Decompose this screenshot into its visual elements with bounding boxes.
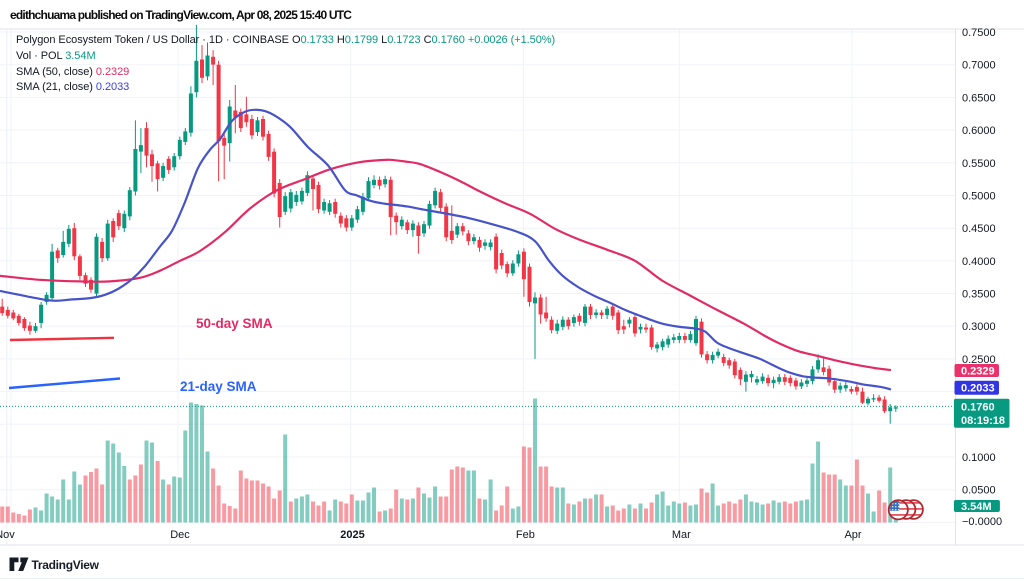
svg-text:21-day SMA: 21-day SMA	[180, 379, 257, 394]
svg-text:0.5500: 0.5500	[962, 158, 996, 170]
svg-text:Apr: Apr	[844, 529, 861, 541]
svg-text:Feb: Feb	[516, 529, 535, 541]
svg-text:0.5000: 0.5000	[962, 191, 996, 203]
svg-text:Dec: Dec	[170, 529, 190, 541]
svg-text:−0.0000: −0.0000	[962, 516, 1002, 528]
svg-text:SMA (50, close) 0.2329: SMA (50, close) 0.2329	[16, 66, 129, 78]
svg-text:2025: 2025	[340, 529, 364, 541]
svg-text:0.4500: 0.4500	[962, 223, 996, 235]
svg-text:0.1760: 0.1760	[961, 402, 995, 414]
svg-text:0.2329: 0.2329	[961, 366, 995, 378]
svg-text:0.3500: 0.3500	[962, 289, 996, 301]
svg-text:0.1000: 0.1000	[962, 452, 996, 464]
svg-text:0.0500: 0.0500	[962, 485, 996, 497]
svg-text:edithchuama published on Tradi: edithchuama published on TradingView.com…	[10, 8, 352, 22]
svg-text:TradingView: TradingView	[32, 558, 100, 572]
svg-text:0.4000: 0.4000	[962, 256, 996, 268]
svg-text:Nov: Nov	[0, 529, 15, 541]
svg-text:0.6500: 0.6500	[962, 92, 996, 104]
svg-text:3.54M: 3.54M	[961, 501, 992, 513]
svg-text:08:19:18: 08:19:18	[961, 415, 1005, 427]
svg-text:0.2033: 0.2033	[961, 383, 995, 395]
svg-text:0.6000: 0.6000	[962, 125, 996, 137]
svg-text:0.7500: 0.7500	[962, 27, 996, 39]
svg-text:SMA (21, close) 0.2033: SMA (21, close) 0.2033	[16, 81, 129, 93]
svg-text:Vol · POL 3.54M: Vol · POL 3.54M	[16, 50, 96, 62]
svg-text:Polygon Ecosystem Token / US D: Polygon Ecosystem Token / US Dollar · 1D…	[16, 34, 555, 46]
svg-text:Mar: Mar	[672, 529, 691, 541]
svg-text:0.2500: 0.2500	[962, 354, 996, 366]
svg-text:50-day SMA: 50-day SMA	[196, 316, 273, 331]
svg-text:0.7000: 0.7000	[962, 60, 996, 72]
svg-text:0.3000: 0.3000	[962, 321, 996, 333]
